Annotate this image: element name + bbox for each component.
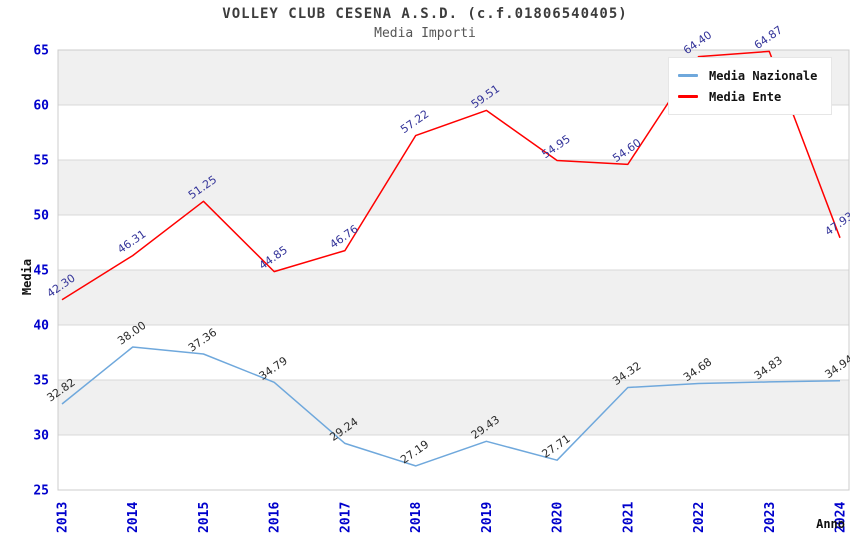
- x-tick-label: 2016: [268, 502, 283, 533]
- data-point-label: 34.83: [752, 354, 785, 383]
- x-tick-label: 2023: [763, 502, 778, 533]
- y-tick-label: 30: [33, 429, 49, 444]
- plot-band: [58, 380, 849, 435]
- x-tick-label: 2017: [338, 502, 353, 533]
- data-point-label: 34.94: [822, 352, 850, 381]
- legend: Media Nazionale Media Ente: [668, 57, 833, 115]
- chart-title: VOLLEY CLUB CESENA A.S.D. (c.f.018065404…: [222, 6, 628, 22]
- x-tick-label: 2019: [480, 502, 495, 533]
- y-tick-label: 65: [33, 44, 49, 59]
- data-point-label: 27.71: [540, 432, 573, 461]
- plot-border: [57, 49, 850, 491]
- x-tick-label: 2014: [126, 502, 141, 533]
- y-tick-label: 35: [33, 374, 49, 389]
- legend-item-media-nazionale: Media Nazionale: [678, 65, 817, 86]
- y-tick-label: 40: [33, 319, 49, 334]
- x-tick-label: 2015: [197, 502, 212, 533]
- media-ente-line: [61, 50, 841, 301]
- x-tick-label: 2018: [409, 502, 424, 533]
- y-axis-title: Media: [20, 259, 34, 295]
- x-tick-label: 2024: [834, 502, 849, 533]
- y-tick-label: 60: [33, 99, 49, 114]
- x-tick-label: 2013: [56, 502, 71, 533]
- plot-band: [58, 270, 849, 325]
- legend-label-media-ente: Media Ente: [709, 89, 782, 104]
- data-point-label: 46.31: [115, 227, 148, 256]
- x-tick-label: 2020: [551, 502, 566, 533]
- y-tick-label: 25: [33, 484, 49, 499]
- data-point-label: 34.79: [257, 354, 290, 383]
- x-tick-label: 2022: [692, 502, 707, 533]
- data-point-label: 37.36: [186, 326, 219, 355]
- data-point-label: 46.76: [327, 222, 360, 251]
- plot-band: [58, 160, 849, 215]
- y-tick-label: 55: [33, 154, 49, 169]
- media-nazionale-line-swatch-icon: [678, 74, 698, 77]
- x-tick-label: 2021: [621, 502, 636, 533]
- legend-label-media-nazionale: Media Nazionale: [709, 68, 818, 83]
- legend-item-media-ente: Media Ente: [678, 86, 817, 107]
- y-tick-label: 45: [33, 264, 49, 279]
- data-point-label: 54.95: [540, 132, 573, 161]
- chart-subtitle: Media Importi: [374, 26, 476, 41]
- media-ente-line-swatch-icon: [678, 95, 698, 98]
- media-nazionale-line: [61, 346, 841, 467]
- data-point-label: 64.87: [752, 23, 785, 52]
- x-axis-title: Anno: [816, 517, 845, 531]
- y-tick-label: 50: [33, 209, 49, 224]
